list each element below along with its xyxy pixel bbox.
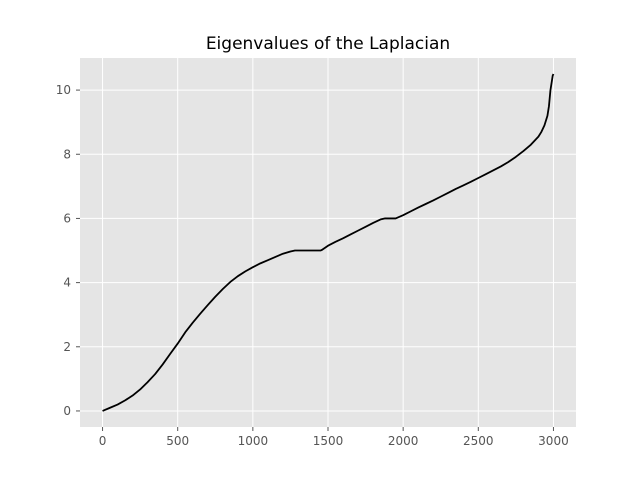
series-layer (102, 73, 555, 412)
chart-title: Eigenvalues of the Laplacian (206, 34, 450, 54)
y-tick-label-4: 8 (63, 147, 71, 161)
series-line-0 (102, 73, 555, 412)
y-tick-label-5: 10 (56, 83, 71, 97)
x-tick-label-5: 2500 (463, 434, 494, 448)
y-tick-label-1: 2 (63, 340, 71, 354)
x-tick-label-4: 2000 (388, 434, 419, 448)
x-tick-label-6: 3000 (538, 434, 569, 448)
y-tick-label-0: 0 (63, 404, 71, 418)
y-tick-label-2: 4 (63, 276, 71, 290)
x-tick-label-1: 500 (166, 434, 189, 448)
tick-layer: 0 500 1000 1500 2000 2500 3000 0 2 4 6 8 10 (56, 83, 569, 448)
grid-layer (80, 58, 576, 427)
y-tick-label-3: 6 (63, 211, 71, 225)
x-tick-label-3: 1500 (313, 434, 344, 448)
x-tick-label-0: 0 (99, 434, 107, 448)
x-tick-label-2: 1000 (238, 434, 269, 448)
